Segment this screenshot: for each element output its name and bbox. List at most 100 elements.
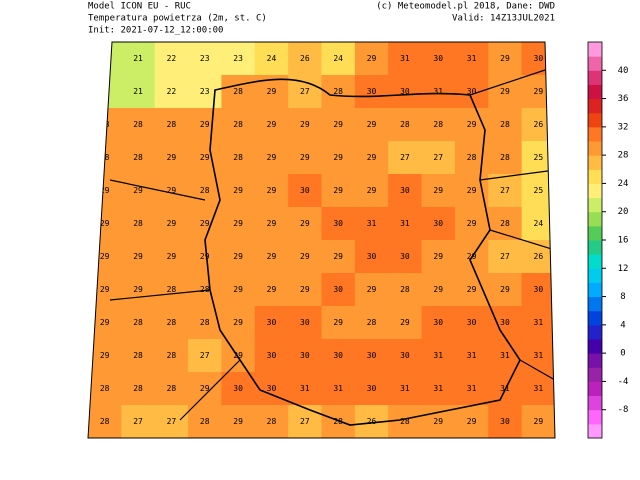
temperature-cell	[421, 174, 456, 208]
temperature-label: 30	[267, 318, 277, 327]
temperature-label: 28	[167, 285, 177, 294]
temperature-cell	[388, 207, 423, 241]
temperature-label: 23	[200, 54, 210, 63]
temperature-label: 21	[133, 54, 143, 63]
temperature-cell	[454, 405, 489, 438]
legend-swatch	[588, 155, 602, 170]
temperature-cell	[354, 174, 389, 208]
temperature-cell	[154, 207, 189, 241]
legend-tick-label: 28	[618, 151, 629, 161]
temperature-cell	[221, 75, 256, 109]
temperature-cell	[121, 207, 156, 241]
legend-swatch	[588, 282, 602, 298]
neighbour-borders	[109, 69, 555, 421]
temperature-cell	[254, 306, 289, 340]
temperature-label: 29	[300, 153, 310, 162]
legend-swatch	[588, 84, 602, 100]
temperature-cell	[154, 306, 189, 340]
temperature-cell	[121, 339, 156, 373]
temperature-cell	[488, 75, 523, 109]
temperature-cell	[288, 405, 322, 438]
temperature-label: 30	[267, 351, 277, 360]
credit-label: (c) Meteomodel.pl 2018, Dane: DWD	[376, 2, 555, 12]
temperature-cell	[321, 273, 356, 307]
legend-swatch	[588, 381, 602, 397]
temperature-label: 28	[333, 87, 343, 96]
temperature-label: 30	[400, 252, 410, 261]
temperature-cell	[488, 306, 523, 340]
legend-tick-label: 24	[618, 179, 629, 189]
temperature-label: 30	[333, 285, 343, 294]
temperature-label: 22	[167, 87, 177, 96]
temperature-label: 30	[534, 54, 544, 63]
temperature-cell	[488, 273, 523, 307]
temperature-cell	[421, 75, 456, 109]
temperature-label: 29	[233, 186, 243, 195]
temperature-cell	[388, 339, 423, 373]
temperature-cell	[154, 240, 189, 274]
temperature-label: 29	[200, 153, 210, 162]
temperature-cell	[288, 141, 322, 175]
temperature-label: 31	[433, 87, 443, 96]
temperature-cell	[354, 207, 389, 241]
temperature-cell	[521, 405, 555, 438]
temperature-label: 30	[300, 186, 310, 195]
temperature-cell	[354, 240, 389, 274]
temperature-label: 28	[133, 153, 143, 162]
legend-tick-label: 32	[618, 122, 629, 132]
legend-swatch	[588, 423, 602, 439]
temperature-cell	[221, 372, 256, 406]
temperature-label: 31	[367, 219, 377, 228]
legend-swatch	[588, 197, 602, 213]
temperature-label: 29	[333, 186, 343, 195]
temperature-label: 27	[500, 252, 510, 261]
temperature-cell	[454, 306, 489, 340]
temperature-label: 31	[467, 384, 477, 393]
temperature-cell	[488, 174, 523, 208]
temperature-label: 29	[367, 120, 377, 129]
temperature-label: 29	[200, 384, 210, 393]
temperature-cell	[188, 339, 222, 373]
temperature-cell	[188, 306, 222, 340]
temperature-label: 29	[267, 186, 277, 195]
temperature-cell	[354, 141, 389, 175]
temperature-label: 29	[233, 219, 243, 228]
temperature-cell	[288, 42, 322, 76]
borders	[109, 69, 555, 426]
temperature-cell	[288, 207, 322, 241]
temperature-cell	[521, 273, 555, 307]
temperature-cell	[488, 405, 523, 438]
legend-tick-label: 36	[618, 94, 629, 104]
temperature-label: 30	[400, 351, 410, 360]
legend-swatch	[588, 353, 602, 368]
temperature-cell	[121, 75, 156, 109]
legend-swatch	[588, 310, 602, 326]
temperature-cell	[421, 42, 456, 76]
temperature-cell	[421, 240, 456, 274]
temperature-cell	[121, 42, 156, 76]
temperature-label: 27	[433, 153, 443, 162]
temperature-label: 28	[200, 417, 210, 426]
temperature-cell	[321, 240, 356, 274]
temperature-label: 29	[534, 417, 544, 426]
temperature-label: 29	[267, 120, 277, 129]
temperature-cell	[454, 339, 489, 373]
legend-swatch	[588, 183, 602, 199]
legend-swatch	[588, 367, 602, 382]
temperature-label: 29	[333, 120, 343, 129]
temperature-cell	[154, 405, 189, 438]
temperature-cell	[354, 339, 389, 373]
temperature-label: 29	[133, 186, 143, 195]
model-label: Model ICON EU - RUC	[88, 2, 191, 12]
temperature-label: 29	[500, 87, 510, 96]
temperature-label: 29	[267, 153, 277, 162]
temperature-cell	[188, 405, 222, 438]
temperature-cell	[121, 306, 156, 340]
temperature-cell	[254, 339, 289, 373]
temperature-label: 30	[233, 384, 243, 393]
temperature-label: 29	[367, 153, 377, 162]
temperature-label: 27	[133, 417, 143, 426]
temperature-label: 29	[200, 219, 210, 228]
legend-swatch	[588, 169, 602, 184]
